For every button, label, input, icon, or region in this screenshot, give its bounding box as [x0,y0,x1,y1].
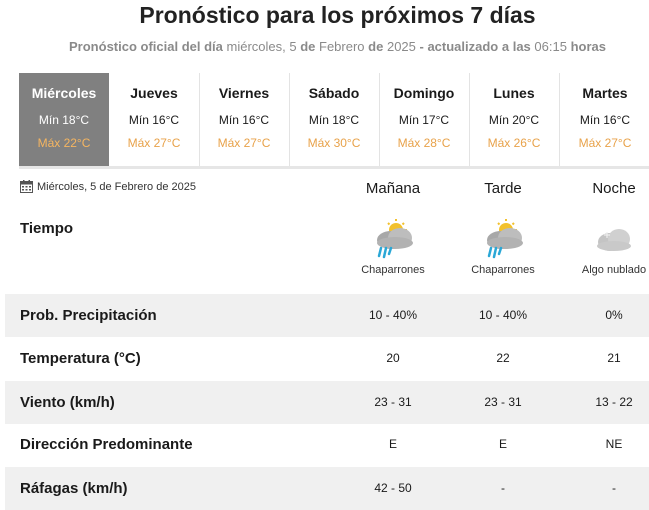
row-temperatura: Temperatura (°C) 20 22 21 [5,337,649,380]
row-label: Dirección Predominante [20,436,193,453]
row-rafagas: Ráfagas (km/h) 42 - 50 - - [5,467,649,510]
subtitle-hours: horas [570,39,606,54]
day-min-temp: Mín 18°C [308,113,360,127]
day-max-temp: Máx 26°C [487,136,541,150]
subtitle-prefix: Pronóstico oficial del día [69,39,223,54]
weather-desc-tarde: Chaparrones [471,264,535,276]
selected-date-text: Miércoles, 5 de Febrero de 2025 [37,180,196,193]
period-header-manana: Mañana [365,180,421,197]
row-label: Viento (km/h) [20,394,115,411]
forecast-subtitle: Pronóstico oficial del día miércoles, 5 … [0,39,649,54]
day-max-temp: Máx 27°C [578,136,632,150]
day-min-temp: Mín 17°C [398,113,450,127]
day-divider [469,73,470,166]
cell-noche: 21 [607,351,621,365]
partly-cloudy-night-icon [559,218,649,265]
day-tab-sabado[interactable]: Sábado Mín 18°C Máx 30°C [289,73,379,166]
day-divider [559,73,560,166]
subtitle-weekday: miércoles, 5 [226,39,297,54]
day-min-temp: Mín 16°C [579,113,631,127]
day-tab-lunes[interactable]: Lunes Mín 20°C Máx 26°C [469,73,559,166]
row-direccion: Dirección Predominante E E NE [5,423,649,466]
day-name: Domingo [393,85,455,101]
cell-tarde: 23 - 31 [484,395,522,409]
day-tabs: Miércoles Mín 18°C Máx 22°C Jueves Mín 1… [19,73,649,166]
subtitle-month: Febrero [319,39,365,54]
subtitle-year: 2025 [386,39,416,54]
row-viento: Viento (km/h) 23 - 31 23 - 31 13 - 22 [5,381,649,424]
cell-noche: NE [605,437,623,451]
day-tab-jueves[interactable]: Jueves Mín 16°C Máx 27°C [109,73,199,166]
cell-manana: E [388,437,397,451]
day-min-temp: Mín 20°C [488,113,540,127]
calendar-icon [20,180,33,193]
day-divider [379,73,380,166]
day-divider [289,73,290,166]
day-name: Lunes [493,85,535,101]
day-min-temp: Mín 16°C [128,113,180,127]
day-name: Sábado [308,85,360,101]
row-prob-precipitacion: Prob. Precipitación 10 - 40% 10 - 40% 0% [5,294,649,337]
day-name: Jueves [130,85,178,101]
cell-manana: 10 - 40% [368,308,418,322]
cell-manana: 23 - 31 [374,395,412,409]
subtitle-time: 06:15 [534,39,567,54]
cell-manana: 42 - 50 [374,481,412,495]
cell-manana: 20 [386,351,400,365]
day-name: Miércoles [31,85,97,101]
day-name: Martes [582,85,628,101]
day-tab-miercoles[interactable]: Miércoles Mín 18°C Máx 22°C [19,73,109,166]
day-max-temp: Máx 27°C [127,136,181,150]
row-label: Ráfagas (km/h) [20,480,128,497]
day-tab-domingo[interactable]: Domingo Mín 17°C Máx 28°C [379,73,469,166]
cell-tarde: 22 [496,351,510,365]
row-label: Prob. Precipitación [20,307,157,324]
selected-date: Miércoles, 5 de Febrero de 2025 [20,180,196,193]
period-header-tarde: Tarde [484,180,522,197]
day-max-temp: Máx 30°C [307,136,361,150]
cell-tarde: 10 - 40% [478,308,528,322]
subtitle-de: de [300,39,316,54]
weather-desc-manana: Chaparrones [361,264,425,276]
day-divider [199,73,200,166]
rain-showers-sun-cloud-icon [338,218,448,265]
day-max-temp: Máx 28°C [397,136,451,150]
rain-showers-sun-cloud-icon [448,218,558,265]
section-divider [19,166,649,169]
day-min-temp: Mín 16°C [218,113,270,127]
tiempo-label: Tiempo [20,220,74,237]
subtitle-de: de [368,39,384,54]
page-title: Pronóstico para los próximos 7 días [139,2,536,28]
cell-tarde: E [498,437,507,451]
cell-noche: 13 - 22 [595,395,633,409]
day-max-temp: Máx 22°C [37,136,91,150]
day-min-temp: Mín 18°C [38,113,90,127]
weather-desc-noche: Algo nublado [581,264,647,276]
cell-tarde: - [501,481,505,495]
day-tab-viernes[interactable]: Viernes Mín 16°C Máx 27°C [199,73,289,166]
day-max-temp: Máx 27°C [217,136,271,150]
day-name: Viernes [218,85,270,101]
cell-noche: - [612,481,616,495]
day-tab-martes[interactable]: Martes Mín 16°C Máx 27°C [560,73,649,166]
subtitle-updated: - actualizado a las [419,39,531,54]
row-label: Temperatura (°C) [20,350,141,367]
period-header-noche: Noche [592,180,636,197]
cell-noche: 0% [605,308,623,322]
